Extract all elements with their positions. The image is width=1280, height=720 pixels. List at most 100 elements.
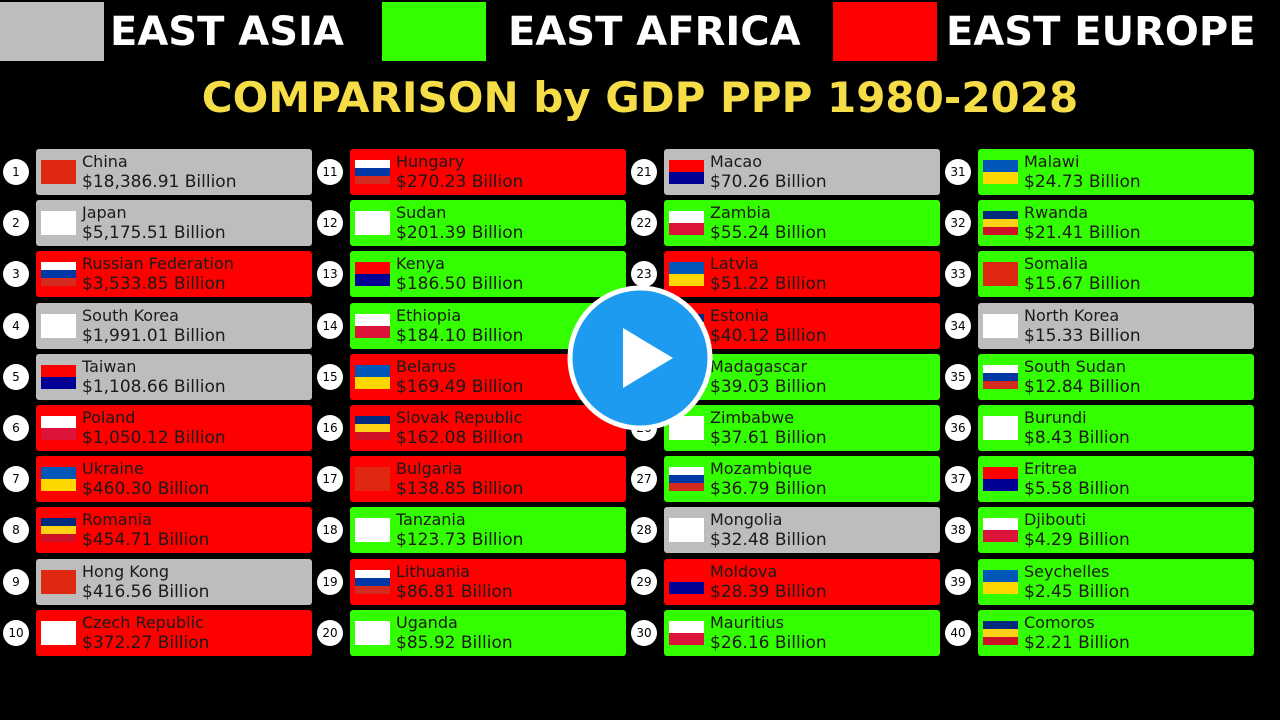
flag-stripe: [983, 636, 1018, 645]
legend-label: EAST ASIA: [110, 9, 344, 55]
country-name: Zimbabwe: [710, 408, 795, 427]
flag-stripe: [669, 428, 704, 440]
flag-stripe: [355, 416, 390, 424]
gdp-value: $86.81 Billion: [396, 581, 513, 602]
country-name: Mozambique: [710, 459, 813, 479]
flag-stripe: [983, 380, 1018, 389]
flag-stripe: [41, 581, 76, 594]
flag-stripe: [983, 518, 1018, 531]
rank-badge: 27: [631, 466, 657, 493]
rank-badge: 7: [3, 466, 29, 493]
country-name: Djibouti: [1024, 510, 1087, 530]
flag-stripe: [983, 628, 1018, 637]
gdp-value: $40.12 Billion: [710, 325, 827, 346]
flag-stripe: [983, 416, 1018, 428]
flag: [41, 518, 76, 543]
flag: [355, 569, 390, 594]
flag-stripe: [669, 632, 704, 645]
flag-stripe: [983, 211, 1018, 220]
flag-stripe: [983, 364, 1018, 373]
flag-stripe: [983, 313, 1018, 326]
legend-swatch: [0, 2, 104, 61]
country-name: Hong Kong: [82, 561, 169, 581]
entry-card: Zambia $55.24 Billion: [664, 200, 940, 247]
gdp-value: $18,386.91 Billion: [82, 172, 237, 192]
play-triangle[interactable]: [623, 328, 673, 388]
flag: [669, 211, 704, 236]
country-name: Lithuania: [396, 561, 471, 581]
flag: [41, 620, 76, 645]
country-name: Estonia: [710, 305, 769, 325]
country-name: Slovak Republic: [396, 408, 523, 427]
entry-card: Comoros $2.21 Billion: [978, 609, 1254, 656]
flag-stripe: [669, 160, 704, 172]
country-name: Madagascar: [710, 356, 808, 376]
rank-badge: 40: [945, 619, 971, 646]
flag-stripe: [41, 632, 76, 645]
rank-badge: 10: [3, 619, 29, 646]
entry-card: Mongolia $32.48 Billion: [664, 507, 940, 554]
flag-stripe: [41, 376, 76, 389]
entry-card: Mauritius $26.16 Billion: [664, 609, 940, 656]
rank-badge: 17: [317, 466, 343, 493]
country-name: Ethiopia: [396, 305, 462, 325]
entry-card: Malawi $24.73 Billion: [978, 149, 1254, 195]
flag-stripe: [669, 475, 704, 484]
gdp-value: $26.16 Billion: [710, 632, 827, 653]
rank-badge: 20: [317, 619, 343, 646]
gdp-value: $32.48 Billion: [710, 530, 827, 551]
rank-badge: 21: [631, 159, 657, 185]
gdp-value: $5,175.51 Billion: [82, 223, 226, 244]
gdp-value: $1,108.66 Billion: [82, 376, 226, 397]
rank-badge: 14: [317, 312, 343, 339]
flag-stripe: [983, 274, 1018, 287]
flag-stripe: [669, 530, 704, 543]
flag-stripe: [41, 518, 76, 527]
flag-stripe: [355, 274, 390, 287]
flag-stripe: [983, 172, 1018, 184]
entry-card: Djibouti $4.29 Billion: [978, 507, 1254, 554]
gdp-value: $24.73 Billion: [1024, 172, 1141, 192]
flag-stripe: [41, 364, 76, 377]
flag-stripe: [983, 160, 1018, 172]
flag-stripe: [983, 479, 1018, 492]
country-name: Ukraine: [82, 459, 144, 479]
flag-stripe: [355, 313, 390, 326]
entry-card: Bulgaria $138.85 Billion: [350, 456, 626, 503]
flag: [41, 262, 76, 287]
entry-card: Slovak Republic $162.08 Billion: [350, 405, 626, 451]
entry-card: Hungary $270.23 Billion: [350, 149, 626, 195]
rank-badge: 30: [631, 619, 657, 646]
entry-card: Romania $454.71 Billion: [36, 507, 312, 554]
flag: [669, 620, 704, 645]
rank-badge: 37: [945, 466, 971, 493]
flag: [669, 467, 704, 492]
flag-stripe: [983, 372, 1018, 381]
country-name: Comoros: [1024, 612, 1095, 632]
flag: [669, 160, 704, 184]
gdp-value: $70.26 Billion: [710, 172, 827, 192]
play-button[interactable]: [565, 283, 715, 433]
flag: [355, 211, 390, 236]
entry-card: Mozambique $36.79 Billion: [664, 456, 940, 503]
country-name: Somalia: [1024, 254, 1089, 274]
rank-badge: 16: [317, 415, 343, 441]
flag-stripe: [669, 620, 704, 633]
flag-stripe: [355, 176, 390, 184]
flag: [983, 416, 1018, 440]
flag-stripe: [355, 376, 390, 389]
country-name: Russian Federation: [82, 254, 234, 274]
flag-stripe: [41, 172, 76, 184]
flag-stripe: [355, 518, 390, 531]
flag-stripe: [355, 585, 390, 594]
gdp-value: $2.21 Billion: [1024, 632, 1130, 653]
country-name: South Sudan: [1024, 356, 1126, 376]
rank-badge: 38: [945, 517, 971, 544]
entry-card: Somalia $15.67 Billion: [978, 251, 1254, 298]
rank-badge: 1: [3, 159, 29, 185]
entry-card: Poland $1,050.12 Billion: [36, 405, 312, 451]
rank-badge: 12: [317, 210, 343, 237]
flag-stripe: [41, 325, 76, 338]
gdp-value: $3,533.85 Billion: [82, 274, 226, 295]
